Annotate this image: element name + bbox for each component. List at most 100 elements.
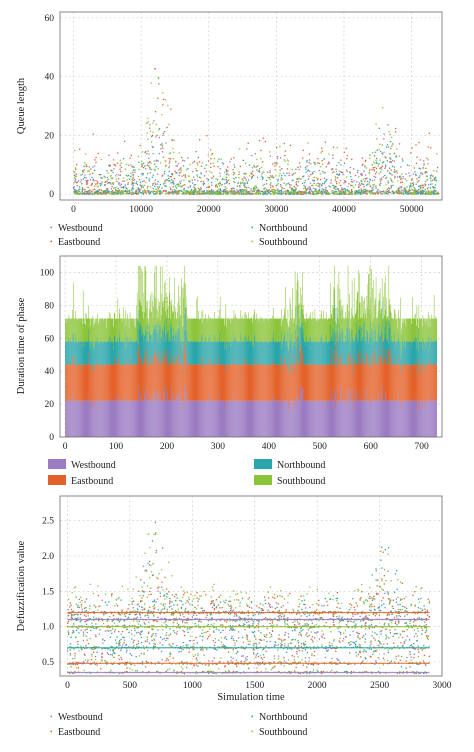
phase-bar-southbound — [249, 318, 251, 342]
queue-point-southbound — [201, 162, 203, 164]
phase-bar-eastbound — [267, 364, 268, 401]
phase-bar-eastbound — [261, 364, 262, 401]
phase-bar-northbound — [228, 341, 229, 365]
phase-bar-eastbound — [129, 364, 130, 401]
phase-bar-southbound — [68, 318, 69, 342]
queue-point-southbound — [236, 192, 238, 195]
phase-bar-northbound — [337, 340, 338, 365]
phase-bar-eastbound — [105, 364, 106, 401]
phase-bar-northbound — [131, 341, 132, 365]
queue-point-southbound — [249, 191, 251, 193]
queue-point-westbound — [134, 171, 136, 173]
queue-point-eastbound — [272, 188, 274, 191]
phase-bar-southbound — [193, 318, 194, 342]
queue-point-westbound — [304, 179, 307, 182]
queue-point-eastbound — [336, 182, 338, 185]
queue-point-eastbound — [212, 175, 215, 177]
phase-bar-westbound — [243, 400, 244, 437]
phase-bar-westbound — [165, 385, 167, 437]
queue-point-southbound — [110, 183, 112, 185]
queue-point-southbound — [298, 192, 300, 194]
phase-bar-westbound — [127, 396, 128, 437]
queue-point-westbound — [391, 190, 393, 192]
queue-point-southbound — [244, 193, 246, 195]
phase-bar-northbound — [213, 341, 215, 365]
phase-bar-eastbound — [130, 364, 132, 401]
phase-bar-westbound — [159, 397, 161, 437]
queue-point-westbound — [380, 150, 382, 153]
queue-point-northbound — [134, 169, 136, 171]
phase-bar-northbound — [207, 341, 209, 365]
phase-bar-eastbound — [265, 364, 266, 401]
queue-point-northbound — [96, 190, 98, 193]
queue-point-eastbound — [269, 175, 272, 177]
phase-bar-southbound — [208, 318, 210, 342]
phase-bar-westbound — [112, 400, 114, 437]
queue-point-northbound — [187, 186, 189, 189]
phase-bar-westbound — [104, 400, 106, 437]
phase-bar-eastbound — [204, 364, 206, 401]
queue-point-westbound — [243, 176, 245, 178]
queue-point-northbound — [158, 186, 161, 188]
phase-bar-eastbound — [225, 364, 227, 401]
phase-bar-westbound — [255, 400, 256, 437]
phase-bar-southbound — [326, 318, 327, 342]
queue-point-westbound — [427, 163, 429, 165]
queue-point-southbound — [81, 192, 83, 194]
phase-bar-northbound — [134, 341, 136, 365]
queue-point-northbound — [85, 193, 88, 195]
queue-point-eastbound — [379, 190, 381, 192]
queue-point-southbound — [389, 133, 391, 136]
phase-bar-southbound — [121, 318, 123, 342]
queue-point-eastbound — [238, 173, 240, 176]
queue-point-northbound — [382, 190, 384, 192]
phase-bar-northbound — [195, 341, 197, 365]
queue-point-westbound — [367, 183, 369, 185]
queue-point-eastbound — [398, 143, 401, 145]
phase-bar-southbound — [318, 319, 319, 343]
queue-point-southbound — [219, 181, 221, 183]
queue-point-westbound — [403, 188, 405, 190]
queue-point-southbound — [383, 193, 385, 195]
phase-bar-westbound — [169, 400, 171, 437]
queue-point-eastbound — [92, 189, 94, 191]
phase-bar-southbound — [131, 318, 132, 342]
phase-bar-northbound — [188, 341, 189, 365]
phase-bar-southbound — [287, 309, 289, 333]
queue-point-northbound — [435, 180, 437, 182]
phase-bar-eastbound — [80, 364, 82, 401]
phase-bar-westbound — [155, 400, 156, 437]
phase-bar-southbound — [164, 283, 165, 326]
queue-point-eastbound — [91, 182, 93, 185]
phase-bar-westbound — [296, 386, 298, 437]
phase-bar-southbound — [221, 318, 223, 342]
phase-bar-southbound — [108, 318, 109, 342]
phase-bar-westbound — [91, 400, 92, 437]
phase-bar-northbound — [256, 341, 257, 365]
phase-bar-westbound — [313, 400, 315, 437]
phase-bar-northbound — [295, 329, 296, 353]
phase-bar-westbound — [65, 400, 66, 437]
queue-point-northbound — [278, 190, 280, 192]
queue-point-westbound — [319, 186, 321, 188]
queue-point-westbound — [77, 180, 80, 182]
phase-bar-northbound — [278, 341, 280, 365]
phase-bar-northbound — [180, 337, 182, 361]
queue-point-southbound — [291, 168, 293, 171]
queue-point-southbound — [191, 191, 193, 193]
queue-point-southbound — [171, 189, 174, 191]
phase-bar-northbound — [201, 341, 202, 365]
phase-bar-eastbound — [202, 368, 203, 401]
phase-bar-southbound — [302, 314, 304, 338]
phase-bar-northbound — [298, 341, 300, 365]
phase-bar-southbound — [200, 318, 202, 342]
queue-point-southbound — [360, 193, 362, 195]
queue-point-eastbound — [267, 190, 269, 192]
queue-point-westbound — [142, 173, 144, 175]
queue-point-southbound — [320, 193, 323, 195]
queue-point-westbound — [139, 189, 141, 191]
phase-bar-southbound — [194, 318, 196, 342]
queue-point-eastbound — [198, 161, 201, 163]
queue-point-northbound — [170, 178, 173, 181]
queue-point-northbound — [420, 192, 422, 194]
